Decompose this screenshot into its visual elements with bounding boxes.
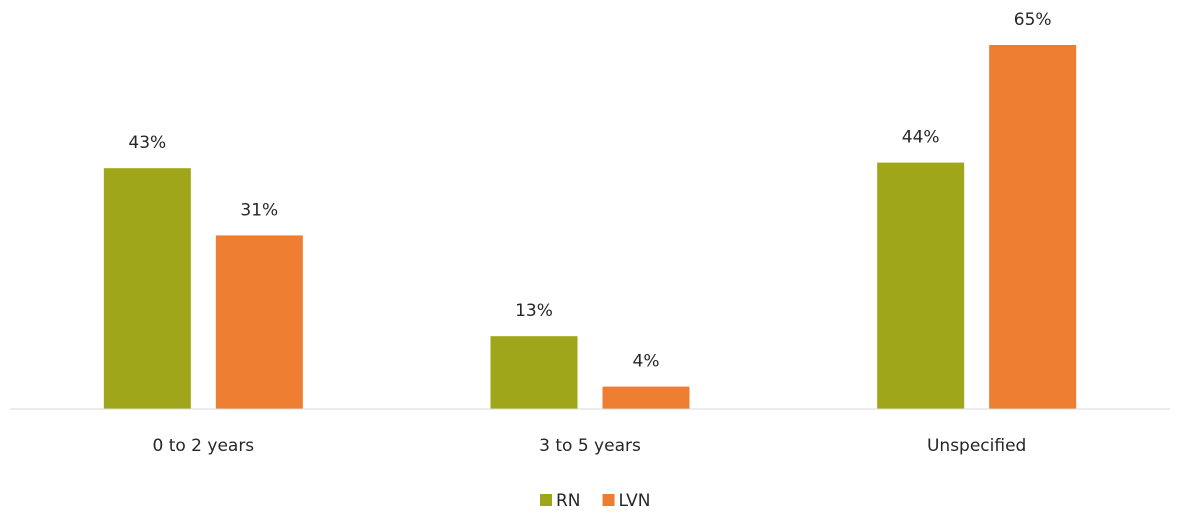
bar (215, 235, 303, 409)
bar (989, 45, 1077, 409)
data-label: 65% (1014, 10, 1052, 30)
data-label: 44% (902, 128, 940, 148)
bar (103, 168, 191, 409)
data-label: 31% (240, 200, 278, 220)
bar (490, 336, 578, 409)
x-tick-label: Unspecified (927, 436, 1026, 456)
legend-label: LVN (619, 491, 651, 511)
x-tick-label: 0 to 2 years (152, 436, 254, 456)
legend-swatch (540, 494, 552, 506)
legend-swatch (602, 494, 615, 506)
bar (877, 162, 965, 409)
data-label: 13% (515, 301, 553, 321)
x-tick-label: 3 to 5 years (539, 436, 641, 456)
legend-label: RN (556, 491, 581, 511)
data-label: 43% (128, 133, 166, 153)
data-label: 4% (633, 352, 660, 372)
bar (602, 386, 690, 409)
